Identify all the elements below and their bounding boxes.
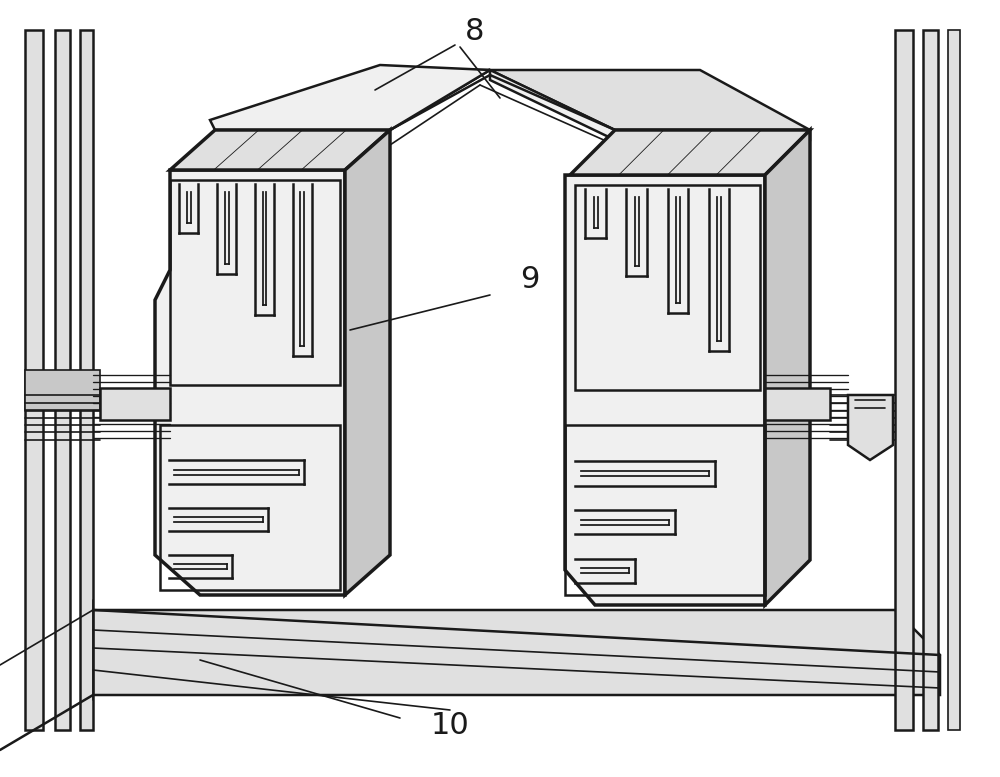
Polygon shape [210,65,490,130]
Polygon shape [80,30,93,730]
Polygon shape [923,30,938,730]
Text: 9: 9 [520,266,540,294]
Polygon shape [55,30,70,730]
Polygon shape [25,370,100,410]
Polygon shape [215,70,490,130]
Polygon shape [765,388,830,420]
Polygon shape [345,130,390,595]
Text: 10: 10 [431,710,469,740]
Polygon shape [848,395,893,460]
Polygon shape [765,130,810,605]
Polygon shape [100,388,170,420]
Polygon shape [25,30,43,730]
Polygon shape [948,30,960,730]
Polygon shape [570,130,810,175]
Polygon shape [170,130,390,170]
Polygon shape [490,70,810,130]
Polygon shape [565,175,765,605]
Polygon shape [155,170,345,595]
Polygon shape [490,70,810,140]
Polygon shape [93,610,940,695]
Text: 8: 8 [465,18,485,47]
Polygon shape [895,30,913,730]
